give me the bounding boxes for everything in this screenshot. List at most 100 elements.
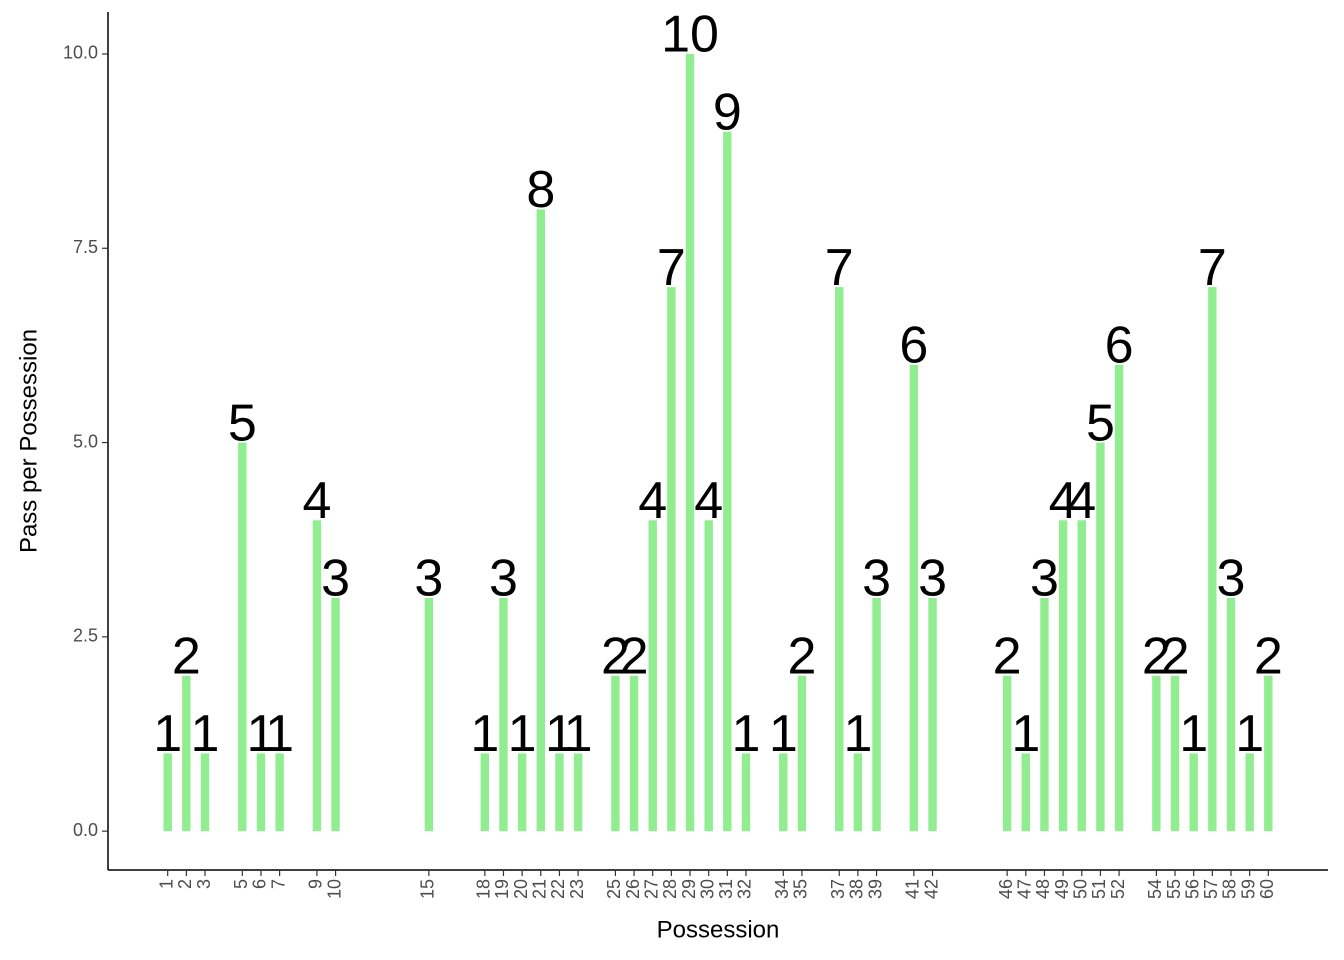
bar — [853, 753, 863, 832]
data-label: 1 — [247, 705, 276, 763]
data-label: 2 — [1142, 627, 1171, 685]
x-tick-label: 29 — [679, 879, 699, 899]
y-tick-label: 2.5 — [73, 626, 98, 646]
bar — [331, 597, 340, 832]
x-tick-label: 31 — [716, 879, 736, 899]
x-tick-label: 1 — [156, 879, 176, 889]
data-label: 2 — [172, 627, 201, 685]
data-label: 3 — [918, 550, 947, 608]
data-label: 4 — [694, 472, 723, 530]
x-tick-label: 9 — [306, 879, 326, 889]
bar — [1152, 675, 1161, 832]
x-tick-label: 34 — [772, 879, 792, 899]
bar — [1096, 442, 1105, 832]
x-tick-label: 37 — [828, 879, 848, 899]
bar — [611, 675, 620, 832]
data-label: 1 — [1235, 705, 1264, 763]
x-tick-label: 51 — [1089, 879, 1109, 899]
x-tick-label: 5 — [231, 879, 251, 889]
bar — [835, 287, 844, 832]
data-label: 7 — [825, 239, 854, 297]
bar — [1040, 597, 1049, 832]
x-tick-label: 35 — [791, 879, 811, 899]
bar — [928, 597, 937, 832]
x-tick-label: 21 — [530, 879, 550, 899]
data-label: 1 — [508, 705, 537, 763]
x-tick-label: 54 — [1145, 879, 1165, 899]
x-tick-label: 32 — [735, 879, 755, 899]
data-label: 7 — [1198, 239, 1227, 297]
x-tick-label: 46 — [996, 879, 1016, 899]
y-tick-label: 7.5 — [73, 237, 98, 257]
data-label: 2 — [620, 627, 649, 685]
bar — [909, 364, 919, 832]
data-label: 1 — [564, 705, 593, 763]
x-tick-label: 6 — [250, 879, 270, 889]
data-label: 1 — [843, 705, 872, 763]
data-label: 3 — [862, 550, 891, 608]
data-label: 3 — [1030, 550, 1059, 608]
data-label: 1 — [470, 705, 499, 763]
bar — [779, 753, 788, 832]
bar — [648, 520, 657, 832]
bar — [256, 753, 266, 832]
data-label: 4 — [1049, 472, 1078, 530]
x-tick-label: 23 — [567, 879, 587, 899]
data-label: 1 — [1179, 705, 1208, 763]
data-label: 7 — [657, 239, 686, 297]
bar — [1245, 753, 1254, 832]
bar — [667, 287, 676, 832]
bar — [629, 675, 639, 832]
bar — [685, 53, 695, 832]
bar — [723, 131, 732, 832]
x-tick-label: 22 — [548, 879, 568, 899]
data-label: 3 — [489, 550, 518, 608]
x-tick-label: 3 — [194, 879, 214, 889]
bar — [238, 442, 247, 832]
bar — [797, 675, 807, 832]
data-label: 1 — [191, 705, 220, 763]
data-label: 1 — [769, 705, 798, 763]
y-tick-label: 0.0 — [73, 820, 98, 840]
x-tick-label: 18 — [474, 879, 494, 899]
bar — [312, 520, 322, 832]
bar — [573, 753, 583, 832]
y-tick-label: 10.0 — [63, 43, 98, 63]
x-tick-label: 55 — [1164, 879, 1184, 899]
x-tick-label: 38 — [847, 879, 867, 899]
x-tick-label: 30 — [697, 879, 717, 899]
x-tick-label: 7 — [268, 879, 288, 889]
x-tick-label: 57 — [1201, 879, 1221, 899]
x-tick-label: 20 — [511, 879, 531, 899]
data-label: 1 — [1011, 705, 1040, 763]
x-tick-label: 58 — [1220, 879, 1240, 899]
data-label: 1 — [732, 705, 761, 763]
data-label: 8 — [526, 161, 555, 219]
bar — [872, 597, 881, 832]
x-tick-label: 28 — [660, 879, 680, 899]
bar — [163, 753, 172, 832]
x-tick-label: 25 — [604, 879, 624, 899]
y-tick-label: 5.0 — [73, 431, 98, 451]
bar — [1002, 675, 1012, 832]
x-tick-label: 2 — [175, 879, 195, 889]
data-label: 2 — [787, 627, 816, 685]
bar — [741, 753, 751, 832]
bar — [1170, 675, 1180, 832]
data-label: 5 — [228, 394, 257, 452]
bar — [1021, 753, 1030, 832]
bar — [200, 753, 210, 832]
bar — [182, 675, 191, 832]
data-label: 9 — [713, 83, 742, 141]
x-tick-label: 15 — [418, 879, 438, 899]
x-tick-label: 56 — [1182, 879, 1202, 899]
bar — [704, 520, 713, 832]
data-label: 4 — [302, 472, 331, 530]
data-label: 6 — [1105, 317, 1134, 375]
x-tick-label: 19 — [492, 879, 512, 899]
data-label: 3 — [1217, 550, 1246, 608]
data-label: 1 — [545, 705, 574, 763]
bar — [1189, 753, 1198, 832]
bar — [536, 209, 545, 832]
data-label: 1 — [265, 705, 294, 763]
